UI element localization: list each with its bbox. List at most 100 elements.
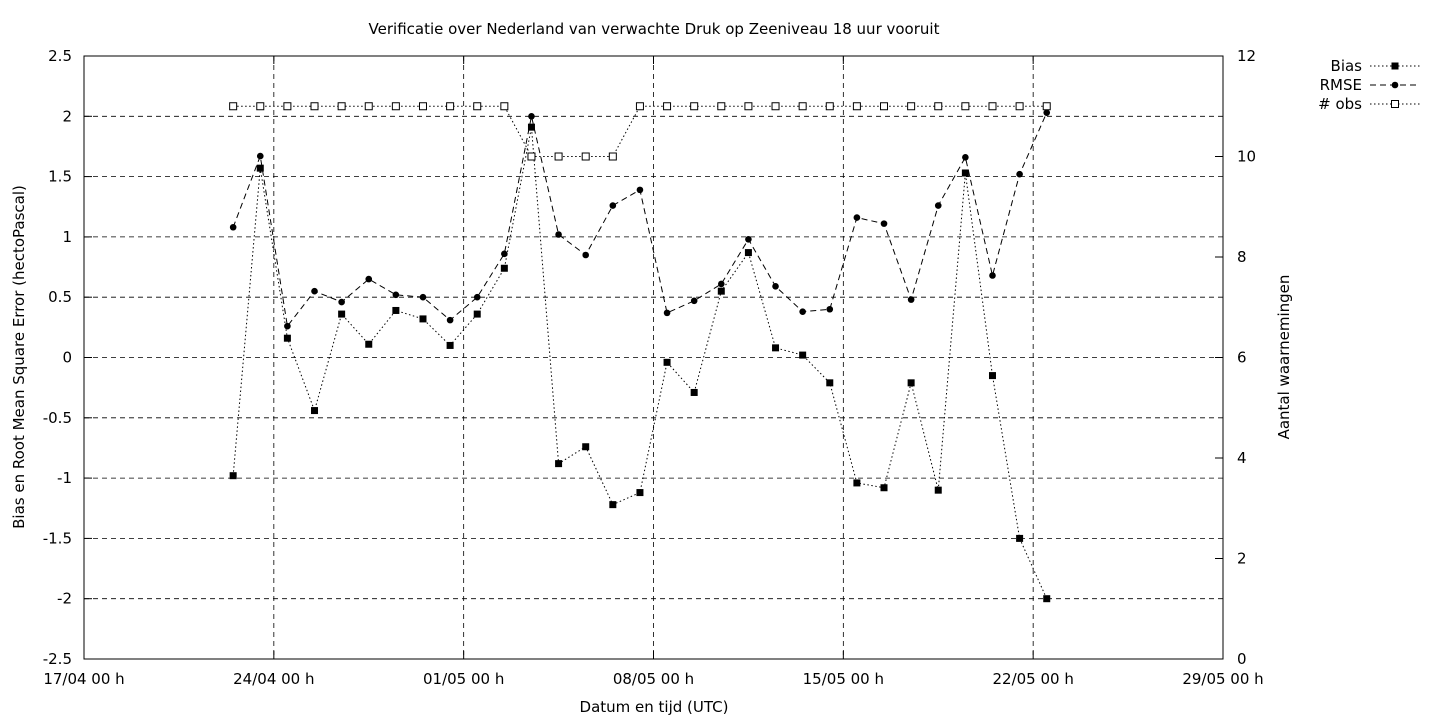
data-point-bias <box>826 379 834 387</box>
data-point-bias <box>907 379 915 387</box>
y-axis-label: Bias en Root Mean Square Error (hectoPas… <box>10 185 28 529</box>
x-tick-label: 24/04 00 h <box>233 670 314 688</box>
data-point-bias <box>772 344 780 352</box>
x-tick-label: 01/05 00 h <box>423 670 504 688</box>
data-point-rmse <box>446 316 454 324</box>
y-tick-label: -2 <box>57 590 72 608</box>
series-rmse <box>229 109 1051 330</box>
data-point-bias <box>961 169 969 177</box>
data-point-obs <box>852 102 861 111</box>
x-tick-label: 08/05 00 h <box>613 670 694 688</box>
chart-title: Verificatie over Nederland van verwachte… <box>369 20 940 38</box>
y-tick-label: 0.5 <box>48 288 72 306</box>
data-point-obs <box>554 152 563 161</box>
data-point-rmse <box>555 231 562 238</box>
data-point-bias <box>636 489 644 497</box>
data-point-bias <box>446 341 454 349</box>
data-point-bias <box>392 306 400 314</box>
y-tick-label: -1 <box>57 469 72 487</box>
data-point-obs <box>283 102 292 111</box>
data-point-obs <box>391 102 400 111</box>
data-point-rmse <box>772 283 779 290</box>
data-point-rmse <box>528 113 535 120</box>
series-line-bias <box>232 127 1048 599</box>
y2-axis-label: Aantal waarnemingen <box>1275 275 1293 440</box>
data-point-rmse <box>880 220 888 227</box>
data-point-rmse <box>962 154 969 161</box>
y2-tick-label: 2 <box>1237 550 1247 568</box>
data-point-bias <box>527 123 535 131</box>
data-point-rmse <box>934 202 942 209</box>
data-point-obs <box>988 102 997 111</box>
x-tick-label: 29/05 00 h <box>1182 670 1263 688</box>
data-point-obs <box>907 102 916 111</box>
data-point-rmse <box>338 298 345 306</box>
legend-marker-rmse <box>1391 81 1399 89</box>
data-point-obs <box>744 102 753 111</box>
data-point-bias <box>609 501 617 509</box>
data-point-obs <box>446 102 455 111</box>
data-point-obs <box>690 102 699 111</box>
data-point-bias <box>500 264 508 272</box>
data-point-rmse <box>663 309 671 317</box>
data-point-obs <box>473 102 482 111</box>
y2-tick-label: 6 <box>1237 349 1247 367</box>
data-point-rmse <box>1016 170 1023 178</box>
data-point-bias <box>283 334 291 342</box>
data-point-rmse <box>419 293 427 301</box>
data-point-bias <box>582 443 590 451</box>
y2-tick-label: 12 <box>1237 47 1256 65</box>
y-tick-label: 1 <box>62 228 72 246</box>
y2-tick-label: 0 <box>1237 650 1247 668</box>
data-point-bias <box>853 479 861 487</box>
data-point-rmse <box>717 280 725 288</box>
y2-tick-label: 10 <box>1237 148 1256 166</box>
data-point-bias <box>663 358 671 366</box>
data-point-rmse <box>989 272 996 279</box>
data-point-rmse <box>392 291 400 299</box>
series-layer <box>229 102 1051 603</box>
data-point-obs <box>961 102 970 111</box>
data-point-bias <box>419 315 427 323</box>
data-point-obs <box>364 102 373 111</box>
y-tick-label: 0 <box>62 349 72 367</box>
data-point-obs <box>418 102 427 111</box>
series-line-rmse <box>232 112 1048 328</box>
data-point-bias <box>473 310 481 318</box>
y-tick-label: 2 <box>62 107 72 125</box>
data-point-bias <box>799 351 807 359</box>
data-point-obs <box>825 102 834 111</box>
data-point-rmse <box>256 152 264 160</box>
data-point-bias <box>744 249 752 257</box>
data-point-obs <box>663 102 672 111</box>
x-tick-label: 22/05 00 h <box>992 670 1073 688</box>
data-point-rmse <box>582 251 590 259</box>
data-point-obs <box>717 102 726 111</box>
data-point-bias <box>717 287 725 295</box>
legend-marker-obs <box>1391 100 1399 108</box>
data-point-obs <box>635 102 644 111</box>
data-point-rmse <box>907 296 915 303</box>
legend-label-rmse: RMSE <box>1320 76 1362 94</box>
series-bias <box>229 123 1051 603</box>
data-point-rmse <box>473 293 481 301</box>
data-point-rmse <box>229 223 237 231</box>
data-point-rmse <box>365 275 373 283</box>
data-point-rmse <box>636 186 644 194</box>
y-tick-label: -1.5 <box>43 529 72 547</box>
data-point-obs <box>229 102 238 111</box>
series-line-obs <box>233 105 1047 157</box>
data-point-obs <box>798 102 807 111</box>
data-point-bias <box>256 164 264 172</box>
data-point-obs <box>310 102 319 111</box>
data-point-obs <box>934 102 943 111</box>
data-point-bias <box>338 310 346 318</box>
data-point-bias <box>880 484 888 492</box>
legend-label-bias: Bias <box>1331 57 1363 75</box>
grid-lines <box>84 56 1223 659</box>
data-point-bias <box>690 388 698 396</box>
data-point-obs <box>500 102 509 111</box>
y-tick-label: -2.5 <box>43 650 72 668</box>
